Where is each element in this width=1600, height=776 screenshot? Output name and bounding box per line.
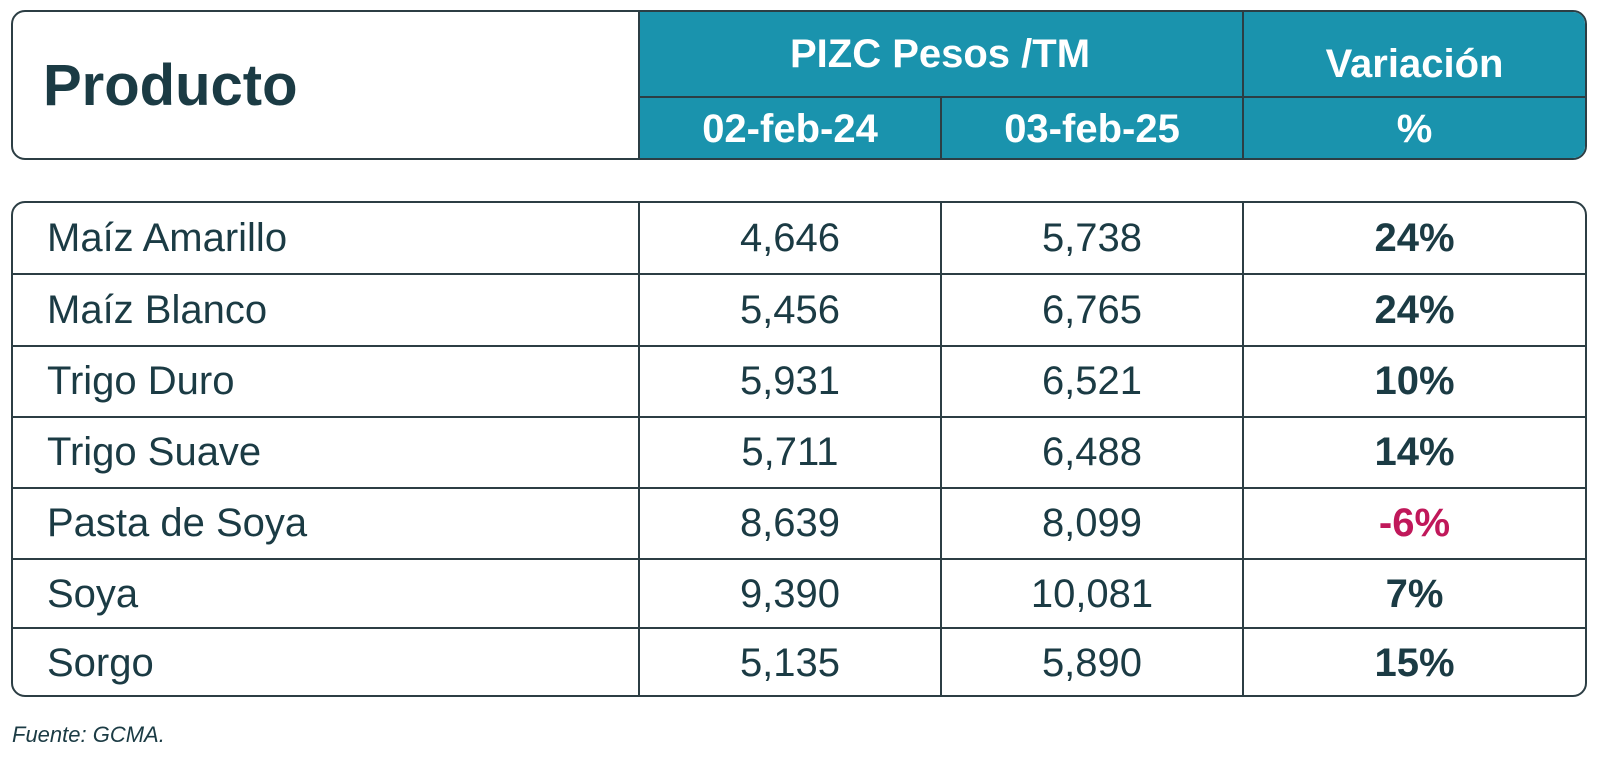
variation-header-line2: % [1396,106,1433,151]
header-divider [638,12,640,158]
row-divider [13,273,1585,275]
row-variation: 10% [1374,358,1455,403]
table-row: Soya 9,390 10,081 7% [13,559,1585,629]
row-variation: 14% [1374,429,1455,474]
table-row: Trigo Duro 5,931 6,521 10% [13,346,1585,416]
row-value-2025: 6,488 [1041,429,1143,474]
row-value-2025: 5,890 [1041,640,1143,685]
row-value-2024: 5,456 [739,287,841,332]
table-row: Maíz Blanco 5,456 6,765 24% [13,275,1585,345]
row-value-2025: 10,081 [1030,571,1154,616]
source-note: Fuente: GCMA. [12,722,165,747]
row-variation: 7% [1385,571,1444,616]
row-product: Maíz Blanco [47,287,268,332]
row-value-2024: 5,931 [739,358,841,403]
date1-header: 02-feb-24 [702,106,878,151]
table-row: Pasta de Soya 8,639 8,099 -6% [13,488,1585,558]
table-body: Maíz Amarillo 4,646 5,738 24% Maíz Blanc… [11,201,1587,697]
row-variation: 24% [1374,287,1455,332]
table-row: Maíz Amarillo 4,646 5,738 24% [13,203,1585,273]
row-value-2024: 5,135 [739,640,841,685]
header-teal-band [638,12,1585,158]
row-value-2024: 4,646 [739,215,841,260]
product-column-header: Producto [43,52,298,118]
row-divider [13,627,1585,629]
table-row: Sorgo 5,135 5,890 15% [13,628,1585,695]
column-divider [1242,203,1244,695]
column-divider [638,203,640,695]
row-value-2024: 5,711 [741,429,839,474]
row-product: Trigo Suave [47,429,262,474]
variation-header-line1: Variación [1325,41,1504,86]
row-divider [13,416,1585,418]
row-value-2025: 5,738 [1041,215,1143,260]
row-divider [13,558,1585,560]
row-value-2025: 8,099 [1041,500,1143,545]
row-variation: 15% [1374,640,1455,685]
row-product: Maíz Amarillo [47,215,288,260]
table-header: Producto PIZC Pesos /TM 02-feb-24 03-feb… [11,10,1587,160]
row-value-2024: 8,639 [739,500,841,545]
header-divider [638,96,1585,98]
pizc-group-header: PIZC Pesos /TM [789,31,1091,76]
row-value-2024: 9,390 [739,571,841,616]
row-variation: -6% [1378,500,1451,545]
row-product: Pasta de Soya [47,500,308,545]
row-product: Trigo Duro [47,358,235,403]
row-value-2025: 6,765 [1041,287,1143,332]
column-divider [940,203,942,695]
row-product: Soya [47,571,139,616]
row-value-2025: 6,521 [1041,358,1143,403]
row-product: Sorgo [47,640,154,685]
date2-header: 03-feb-25 [1004,106,1180,151]
row-divider [13,487,1585,489]
table-row: Trigo Suave 5,711 6,488 14% [13,417,1585,487]
header-divider [940,96,942,158]
row-variation: 24% [1374,215,1455,260]
header-divider [1242,12,1244,158]
row-divider [13,345,1585,347]
